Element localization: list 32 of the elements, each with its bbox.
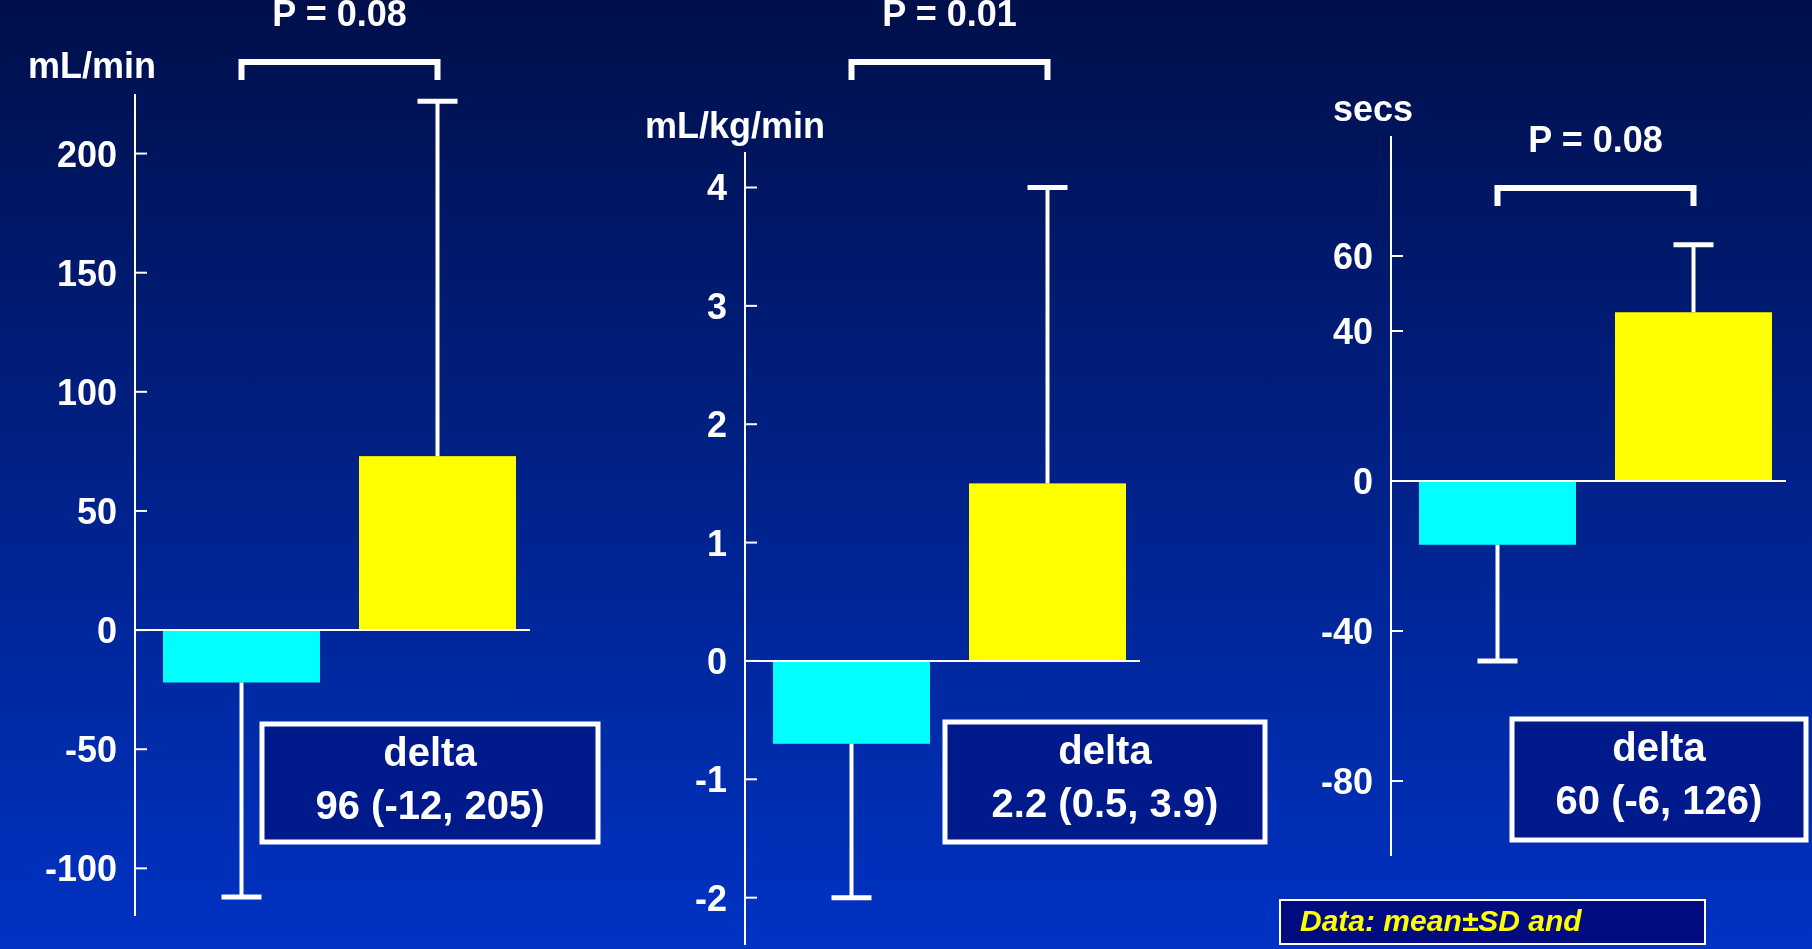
y-axis-title: mL/kg/min xyxy=(644,104,826,146)
y-tick-label: 50 xyxy=(76,490,117,532)
y-tick-label: 0 xyxy=(96,610,117,652)
y-tick-label: -100 xyxy=(44,848,117,890)
y-tick-label: 1 xyxy=(706,522,727,564)
annotation: 60 (-6, 126) xyxy=(1555,778,1763,822)
y-tick-label: -40 xyxy=(1320,610,1373,652)
annotation: delta xyxy=(383,730,478,774)
y-tick-label: 4 xyxy=(706,167,727,209)
annotation: delta xyxy=(1058,728,1153,772)
y-tick-label: 0 xyxy=(706,640,727,682)
text: Data: mean±SD and xyxy=(1300,904,1583,937)
y-tick-label: 60 xyxy=(1332,235,1373,277)
y-tick-label: 100 xyxy=(56,371,117,413)
y-axis-title: secs xyxy=(1332,87,1414,129)
y-tick-label: 3 xyxy=(706,285,727,327)
annotation: 96 (-12, 205) xyxy=(315,783,545,827)
y-tick-label: 40 xyxy=(1332,310,1373,352)
annotation: 2.2 (0.5, 3.9) xyxy=(991,781,1219,825)
y-tick-label: 0 xyxy=(1352,460,1373,502)
annotation: delta xyxy=(1612,725,1707,769)
text: P = 0.08 xyxy=(272,0,407,34)
y-tick-label: 200 xyxy=(56,133,117,175)
text: P = 0.01 xyxy=(882,0,1017,34)
y-tick-label: -50 xyxy=(64,729,117,771)
y-tick-label: -1 xyxy=(694,759,727,801)
y-tick-label: -80 xyxy=(1320,760,1373,802)
y-tick-label: -2 xyxy=(694,877,727,919)
y-tick-label: 150 xyxy=(56,252,117,294)
y-tick-label: 2 xyxy=(706,404,727,446)
y-axis-title: mL/min xyxy=(27,44,157,86)
annotation: P = 0.08 xyxy=(1528,119,1663,160)
